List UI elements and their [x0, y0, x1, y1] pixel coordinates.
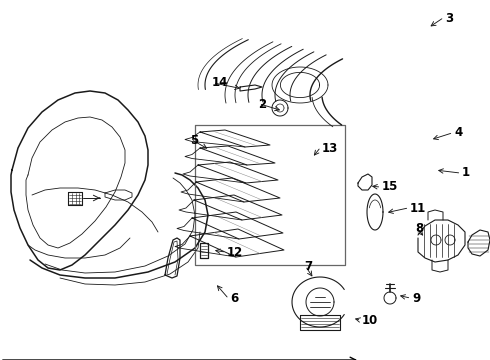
Text: 1: 1 — [462, 166, 470, 180]
Text: 6: 6 — [230, 292, 238, 305]
Text: 5: 5 — [190, 134, 198, 147]
Text: 4: 4 — [454, 126, 462, 139]
Text: 11: 11 — [410, 202, 426, 215]
Text: 2: 2 — [258, 98, 266, 111]
Text: 3: 3 — [445, 12, 453, 24]
Text: 7: 7 — [304, 261, 312, 274]
Text: 15: 15 — [382, 180, 398, 194]
Text: 14: 14 — [212, 77, 228, 90]
Text: 12: 12 — [227, 246, 243, 258]
Text: 8: 8 — [415, 221, 423, 234]
Text: 13: 13 — [322, 141, 338, 154]
Text: 9: 9 — [412, 292, 420, 305]
Text: 10: 10 — [362, 314, 378, 327]
